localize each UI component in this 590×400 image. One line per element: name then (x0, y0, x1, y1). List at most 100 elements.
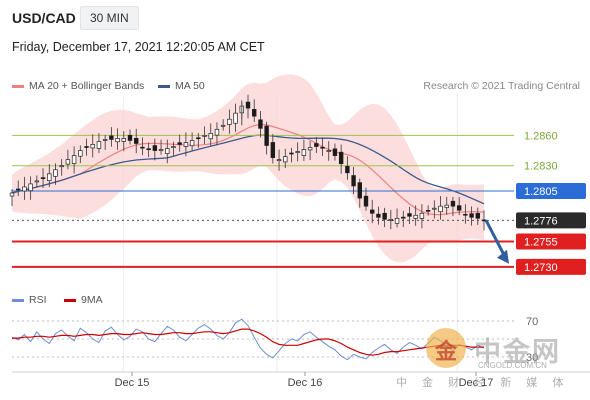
candle (109, 127, 114, 147)
rsi-swatch (12, 298, 24, 302)
candle-body (363, 195, 369, 207)
x-tick-label: Dec 16 (288, 377, 323, 389)
candle-body (351, 175, 356, 187)
candle (102, 135, 108, 150)
level-label-1.2776: 1.2776 (524, 215, 558, 227)
candle (196, 132, 201, 148)
candle-body (34, 180, 40, 183)
candle-body (258, 119, 263, 129)
credit-text: Research © 2021 Trading Central (423, 80, 580, 92)
candle-body (314, 143, 319, 147)
candle-body (264, 125, 269, 146)
candle-body (481, 219, 487, 222)
candle-body (146, 148, 151, 151)
candle-body (127, 134, 133, 141)
candle (432, 200, 437, 219)
candle (407, 206, 412, 224)
candle (332, 143, 338, 161)
timestamp: Friday, December 17, 2021 12:20:05 AM CE… (12, 40, 265, 54)
candle-body (320, 146, 325, 149)
level-label-1.2830: 1.2830 (524, 161, 558, 173)
candle-body (388, 218, 394, 221)
candle (475, 207, 481, 225)
candle-body (407, 213, 412, 217)
candle (53, 163, 58, 185)
candle (450, 196, 456, 217)
candle (22, 176, 27, 200)
candle (394, 208, 400, 228)
ma20-line (11, 123, 485, 216)
candle-body (413, 214, 418, 219)
candle-body (301, 149, 307, 156)
candle (425, 205, 431, 216)
level-tag-1.2730 (516, 258, 586, 275)
candle-body (115, 138, 120, 143)
candle-body (401, 216, 406, 219)
candle-body (444, 204, 449, 209)
candle (251, 99, 257, 122)
candle (283, 148, 288, 169)
watermark-subtitle: 中 金 财 经 新 媒 体 (396, 377, 570, 389)
timeframe-button[interactable]: 30 MIN (80, 6, 139, 30)
candle-body (140, 146, 145, 149)
candle (59, 159, 64, 176)
candle-body (171, 146, 176, 149)
candle (419, 204, 425, 229)
candle-body (432, 207, 437, 210)
chart-header: USD/CAD 30 MIN (0, 0, 590, 36)
candle (245, 94, 251, 119)
candle (481, 210, 487, 231)
candle-body (289, 152, 294, 155)
candle (438, 196, 443, 220)
candle-body (59, 165, 64, 168)
legend-ma50: MA 50 (158, 80, 205, 92)
candle (469, 206, 474, 226)
candle (28, 176, 33, 200)
candle-body (450, 200, 456, 207)
candle-body (245, 101, 251, 109)
candle (338, 144, 344, 174)
candle-body (189, 140, 195, 147)
candle (227, 109, 232, 134)
ma9-label: 9MA (81, 294, 103, 306)
rsi-series-9MA (12, 328, 484, 356)
candle (9, 188, 15, 207)
candle (171, 141, 176, 156)
candle (165, 139, 170, 164)
candle (158, 139, 164, 155)
candle-body (47, 173, 52, 182)
candle (146, 142, 151, 158)
candle-body (177, 142, 182, 145)
candle-body (40, 177, 46, 180)
candle (258, 111, 263, 138)
candle (401, 210, 406, 228)
ma9-swatch (64, 298, 76, 302)
legend-9ma: 9MA (64, 294, 103, 306)
candle (233, 103, 238, 132)
candle-body (15, 188, 21, 191)
level-label-1.2730: 1.2730 (524, 262, 558, 274)
forecast-arrow-shaft (484, 219, 507, 258)
candle-body (220, 124, 226, 127)
candle (357, 178, 363, 208)
candle-body (165, 148, 170, 154)
candle (152, 138, 158, 161)
candle (96, 133, 102, 154)
candle-body (369, 209, 375, 214)
candle-body (109, 135, 114, 140)
candle-body (53, 169, 58, 177)
candle (15, 180, 21, 196)
candle-body (196, 137, 201, 140)
bollinger-band (12, 74, 484, 263)
candle-body (9, 192, 15, 197)
candle-body (469, 213, 474, 218)
candle (320, 137, 325, 156)
candle (214, 122, 220, 146)
candle (326, 141, 331, 161)
candle (376, 206, 381, 225)
candle (121, 131, 127, 152)
candle (47, 164, 52, 188)
candle (34, 175, 40, 188)
candle (90, 134, 95, 158)
